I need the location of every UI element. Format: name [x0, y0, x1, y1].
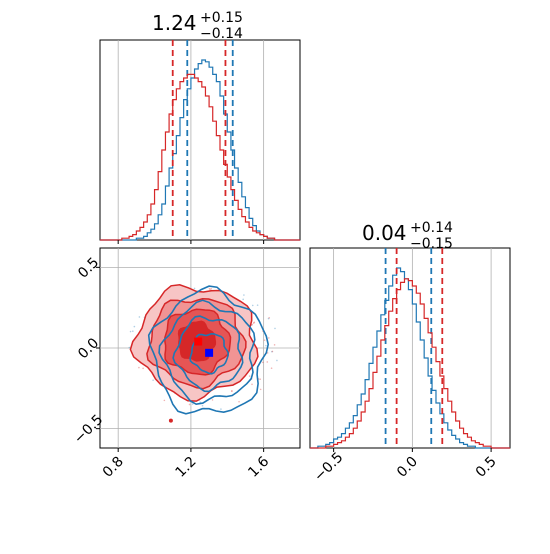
joint-scatter-point-86 — [253, 321, 256, 324]
hist-param1-title-plus: +0.15 — [200, 10, 243, 26]
joint-marker-0 — [205, 348, 214, 357]
joint-scatter-point-85 — [270, 367, 273, 370]
joint-scatter-point-26 — [201, 404, 204, 407]
joint-scatter-point-63 — [133, 325, 136, 328]
joint-scatter-point-25 — [276, 359, 278, 362]
joint-scatter-point-15 — [251, 383, 253, 386]
hist-param1-title: 1.24 — [152, 11, 197, 35]
hist-param2-series-0-step — [310, 267, 510, 449]
joint-scatter-point-27 — [263, 339, 266, 341]
joint-scatter-point-24 — [193, 287, 196, 290]
joint-scatter-point-68 — [266, 361, 269, 363]
joint-marker-1 — [194, 337, 203, 346]
hist-param2-panel: 0.04 +0.14 −0.15 — [309, 220, 511, 449]
joint-scatter-point-46 — [273, 344, 276, 346]
joint-scatter-point-48 — [188, 403, 191, 406]
hist-param2-xtick-label-1: 0.0 — [394, 454, 421, 481]
joint-ytick-label-0: −0.5 — [71, 412, 106, 447]
hist-param1-frame — [99, 39, 301, 241]
joint-scatter-point-59 — [271, 350, 273, 353]
joint-xtick-label-2: 1.6 — [245, 454, 272, 481]
joint-scatter-point-84 — [259, 388, 262, 391]
joint-scatter-point-2 — [267, 317, 270, 320]
joint-scatter-point-30 — [265, 344, 267, 347]
joint-scatter-point-81 — [268, 337, 270, 339]
joint-xtick-label-1: 1.2 — [173, 454, 200, 481]
joint-scatter-point-13 — [211, 399, 214, 401]
joint-scatter-point-16 — [152, 379, 154, 381]
hist-param2-title: 0.04 — [362, 221, 407, 245]
joint-scatter-point-54 — [256, 304, 259, 306]
joint-scatter-point-87 — [191, 403, 194, 405]
joint-scatter-point-89 — [243, 294, 245, 296]
joint-scatter-point-74 — [252, 322, 255, 324]
joint-blue-contour-1 — [172, 315, 244, 393]
joint-scatter-point-73 — [138, 316, 141, 318]
joint-scatter-point-58 — [220, 408, 222, 410]
joint-scatter-point-65 — [271, 350, 274, 353]
joint-scatter-point-39 — [238, 400, 240, 403]
hist-param2-xtick-label-0: −0.5 — [311, 449, 346, 484]
joint-scatter-point-71 — [259, 378, 261, 381]
joint-xtick-label-0: 0.8 — [100, 454, 127, 481]
joint-scatter-point-37 — [231, 390, 233, 392]
joint-scatter-point-70 — [210, 287, 213, 290]
hist-param2-series-1-step — [310, 278, 510, 449]
joint-blue-contour-2 — [158, 299, 256, 406]
hist-param2-xtick-label-2: 0.5 — [473, 454, 500, 481]
hist-param2-frame — [309, 247, 511, 449]
joint-scatter-point-11 — [266, 352, 269, 354]
joint-blue-contour-3 — [147, 285, 270, 415]
hist-param1-title-minus: −0.14 — [200, 26, 243, 42]
joint-scatter-point-23 — [208, 287, 211, 290]
hist-param2-title-median: 0.04 — [362, 221, 407, 245]
hist-param2-title-plus: +0.14 — [410, 220, 453, 236]
joint-scatter-point-20 — [262, 361, 264, 364]
joint-scatter-point-36 — [163, 399, 166, 402]
hist-param1-panel: 1.24 +0.15 −0.14 — [99, 10, 301, 241]
joint-outlier-point — [168, 418, 173, 423]
joint-blue-contour-0 — [189, 332, 230, 375]
chart-marks: −0.5 0.0 0.5 0.8 1.2 1.6 −0.5 0.0 0.5 — [71, 40, 510, 485]
hist-param1-title-median: 1.24 — [152, 11, 197, 35]
joint-scatter-point-72 — [231, 390, 233, 392]
joint-scatter-point-7 — [274, 327, 276, 330]
joint-scatter-point-35 — [242, 298, 244, 301]
joint-ytick-label-1: 0.0 — [75, 335, 102, 362]
joint-scatter-point-14 — [268, 316, 271, 319]
joint-scatter-point-55 — [128, 346, 131, 349]
joint-scatter-point-6 — [142, 367, 144, 370]
joint-scatter-point-32 — [132, 330, 134, 332]
hist-param1-series-0-step — [100, 59, 300, 241]
joint-scatter-point-56 — [129, 330, 132, 333]
hist-param1-series-1-step — [100, 73, 300, 241]
joint-scatter-point-61 — [138, 366, 140, 369]
joint-scatter-point-78 — [248, 375, 251, 377]
joint-scatter-point-80 — [251, 304, 254, 307]
joint-scatter-point-50 — [251, 323, 254, 326]
joint-ytick-label-2: 0.5 — [75, 255, 102, 282]
